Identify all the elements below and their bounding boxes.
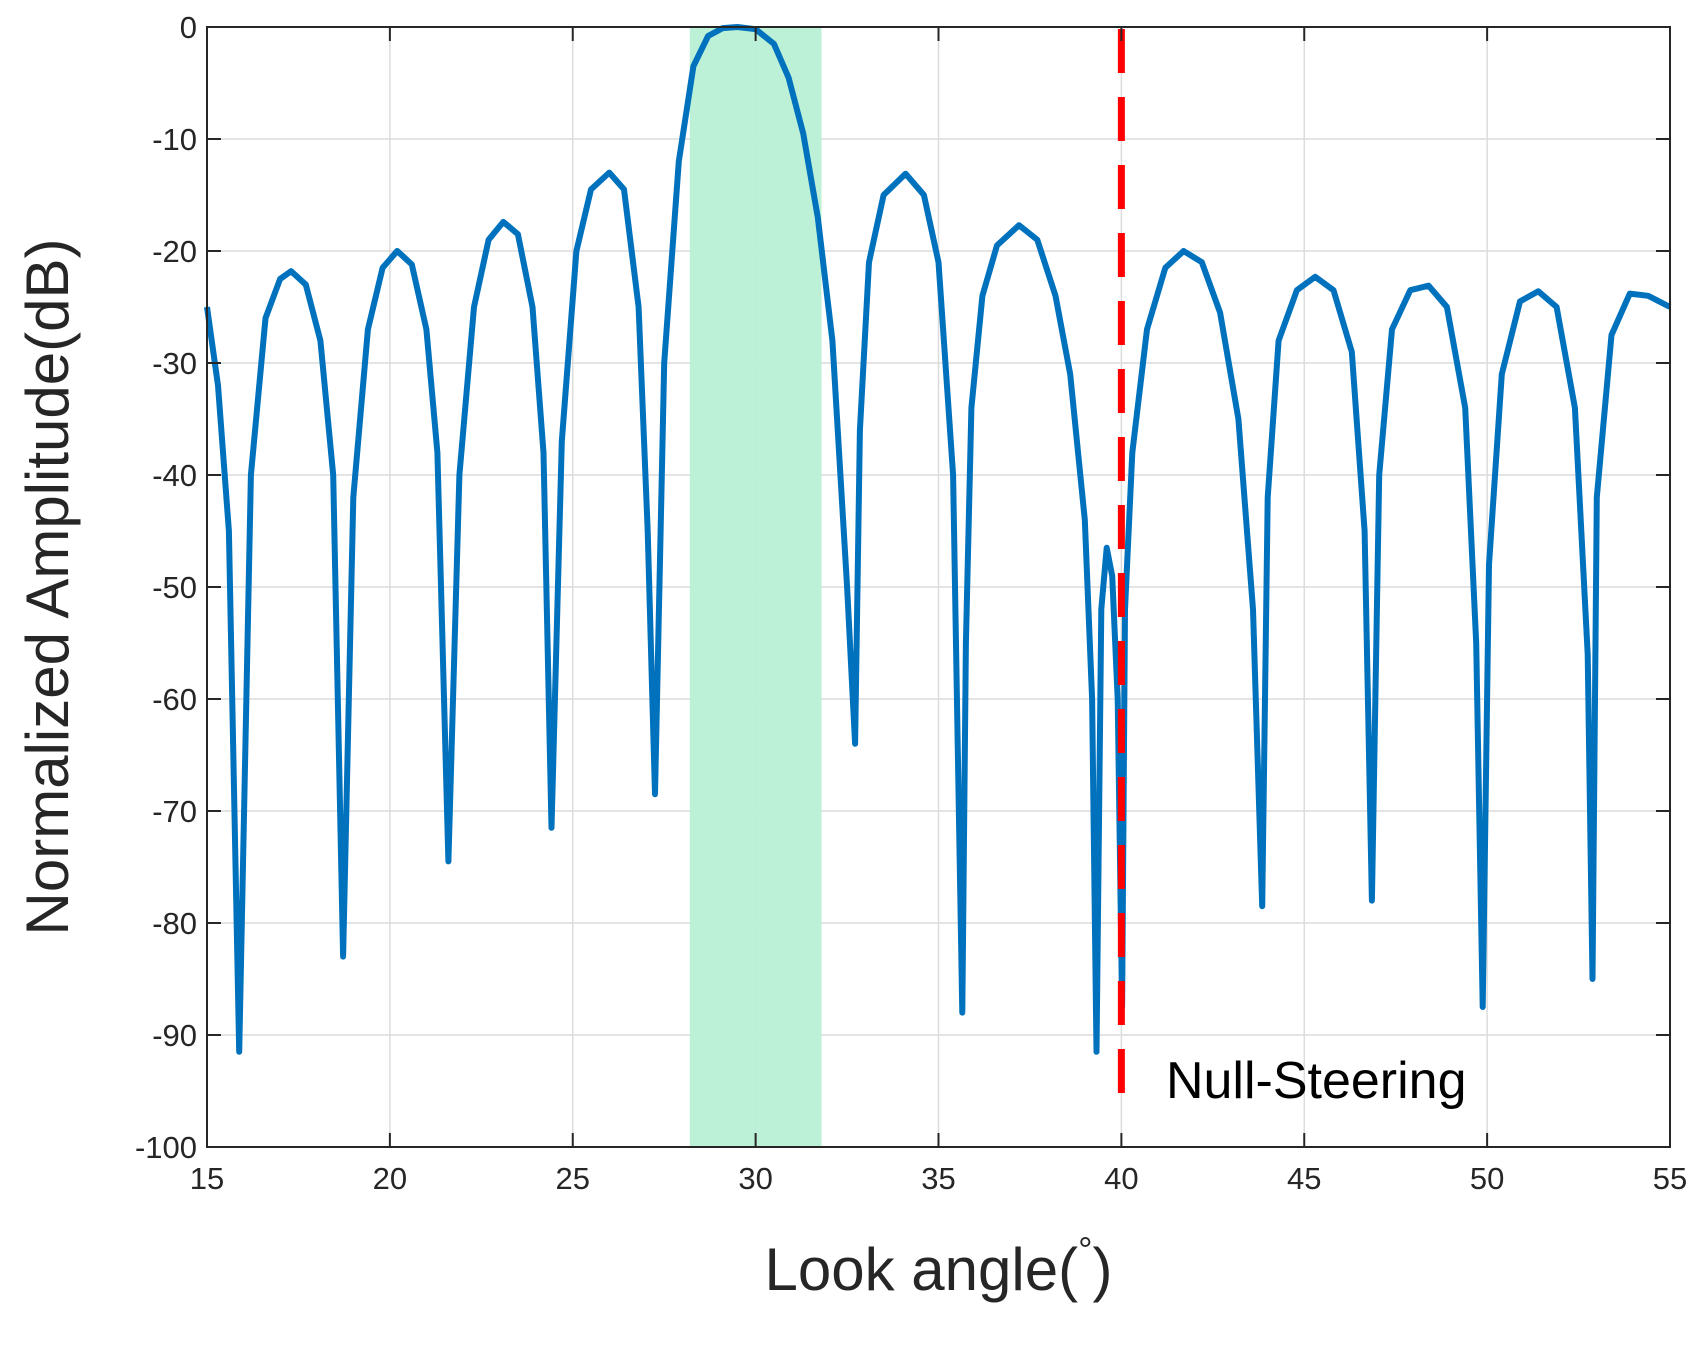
y-axis-title: Normalized Amplitude(dB) bbox=[14, 239, 81, 936]
x-tick-label: 15 bbox=[190, 1161, 224, 1196]
x-tick-label: 30 bbox=[738, 1161, 772, 1196]
x-tick-label: 40 bbox=[1104, 1161, 1138, 1196]
y-tick-label: -20 bbox=[152, 234, 197, 269]
y-tick-label: -70 bbox=[152, 794, 197, 829]
highlight-band bbox=[689, 27, 822, 1147]
x-axis-title-text: Look angle( bbox=[765, 1236, 1079, 1303]
y-tick-label: -50 bbox=[152, 570, 197, 605]
y-tick-label: -10 bbox=[152, 122, 197, 157]
y-tick-labels: 0 -10 -20 -30 -40 -50 -60 -70 -80 -90 -100 bbox=[135, 10, 197, 1165]
x-tick-label: 55 bbox=[1653, 1161, 1687, 1196]
degree-symbol: ° bbox=[1078, 1229, 1092, 1270]
y-tick-label: 0 bbox=[180, 10, 197, 45]
y-tick-label: -80 bbox=[152, 906, 197, 941]
y-tick-label: -40 bbox=[152, 458, 197, 493]
grid bbox=[206, 26, 1671, 1148]
beam-pattern-line bbox=[204, 24, 1672, 1055]
x-tick-label: 45 bbox=[1287, 1161, 1321, 1196]
y-tick-label: -30 bbox=[152, 346, 197, 381]
x-tick-label: 25 bbox=[556, 1161, 590, 1196]
x-tick-label: 20 bbox=[373, 1161, 407, 1196]
y-tick-label: -100 bbox=[135, 1130, 197, 1165]
x-tick-label: 50 bbox=[1470, 1161, 1504, 1196]
x-axis-title-close: ) bbox=[1093, 1236, 1113, 1303]
x-axis-title: Look angle(°) bbox=[765, 1229, 1113, 1303]
x-tick-labels: 15 20 25 30 35 40 45 50 55 bbox=[190, 1161, 1687, 1196]
x-tick-label: 35 bbox=[921, 1161, 955, 1196]
tick-marks bbox=[206, 26, 1671, 1148]
y-tick-label: -60 bbox=[152, 682, 197, 717]
y-tick-label: -90 bbox=[152, 1018, 197, 1053]
null-steering-annotation: Null-Steering bbox=[1166, 1052, 1467, 1110]
